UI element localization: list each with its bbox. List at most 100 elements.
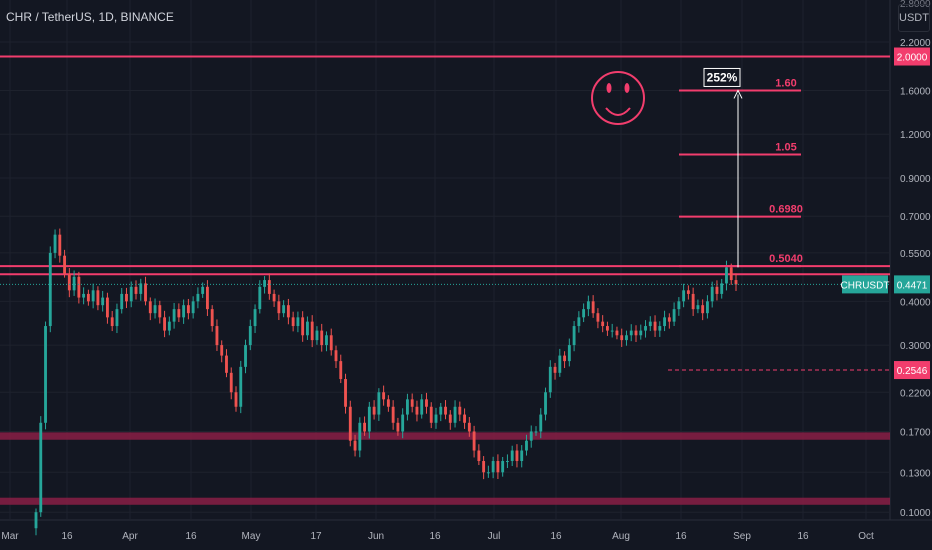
candle-body — [377, 392, 381, 415]
candle-body — [172, 309, 176, 322]
candle-body — [720, 283, 724, 294]
candle-body — [406, 399, 409, 415]
candle-body — [458, 406, 462, 415]
candle-body — [658, 326, 662, 331]
candle-body — [267, 280, 271, 294]
candle-body — [715, 286, 719, 294]
candle-body — [710, 286, 714, 302]
candle-body — [239, 366, 243, 407]
x-tick-label: Sep — [733, 531, 751, 542]
candle-body — [348, 406, 352, 441]
candle-body — [215, 326, 219, 346]
candle-body — [544, 392, 547, 415]
x-tick-label: Jun — [368, 531, 384, 542]
x-tick-label: 16 — [185, 531, 197, 542]
candle-body — [615, 330, 619, 336]
candle-body — [253, 309, 257, 327]
candle-body — [725, 267, 728, 284]
candle-body — [501, 461, 505, 473]
candle-body — [282, 305, 286, 314]
target-label: 1.05 — [775, 142, 796, 154]
candle-body — [53, 234, 57, 253]
candle-body — [682, 290, 686, 302]
candle-body — [310, 321, 314, 341]
candle-body — [286, 305, 290, 318]
candle-body — [677, 301, 681, 310]
candle-body — [463, 414, 466, 423]
chart-title: CHR / TetherUS, 1D, BINANCE — [6, 10, 174, 24]
candle-body — [86, 293, 90, 302]
candle-body — [653, 321, 657, 331]
candle-body — [577, 317, 581, 327]
candle-body — [44, 326, 47, 423]
candle-body — [548, 366, 552, 393]
time-axis-background — [0, 520, 932, 550]
candle-body — [115, 309, 119, 327]
candle-body — [129, 286, 133, 302]
candle-body — [296, 317, 300, 327]
candle-body — [410, 399, 414, 407]
candle-body — [263, 280, 266, 287]
y-tick-label: 1.6000 — [900, 86, 931, 97]
candle-body — [358, 422, 362, 451]
candle-body — [691, 293, 695, 310]
resistance-price-label: 2.0000 — [897, 53, 928, 64]
candle-body — [363, 422, 366, 432]
candle-body — [367, 406, 371, 432]
candle-body — [372, 406, 376, 415]
candle-body — [496, 461, 500, 473]
candle-body — [606, 326, 609, 331]
resistance-price-box — [894, 47, 930, 66]
candle-body — [639, 330, 643, 336]
last-price-label: 0.4471 — [897, 280, 928, 291]
candle-body — [648, 321, 652, 327]
candle-body — [401, 414, 405, 432]
candle-body — [434, 414, 438, 423]
candle-body — [439, 406, 443, 415]
candle-body — [125, 293, 128, 302]
candle-body — [191, 301, 195, 314]
y-tick-label: 0.9000 — [900, 174, 931, 185]
y-tick-label: 1.2000 — [900, 130, 931, 141]
candle-body — [558, 355, 562, 373]
candle-body — [353, 440, 357, 451]
candle-body — [210, 309, 214, 327]
y-tick-label: 0.1000 — [900, 508, 931, 519]
x-tick-label: Mar — [1, 531, 19, 542]
candle-body — [67, 273, 71, 291]
candle-body — [629, 330, 633, 336]
x-tick-label: 16 — [797, 531, 809, 542]
candle-body — [601, 321, 605, 327]
candle-body — [320, 330, 324, 346]
candle-body — [386, 399, 390, 407]
candle-body — [582, 309, 586, 318]
candle-body — [258, 286, 262, 310]
candle-body — [77, 276, 81, 298]
x-tick-label: Jul — [488, 531, 501, 542]
candle-body — [491, 461, 495, 473]
candle-body — [520, 450, 524, 462]
x-tick-label: Apr — [122, 531, 138, 542]
x-tick-label: 16 — [429, 531, 441, 542]
x-tick-label: 16 — [61, 531, 73, 542]
candle-body — [644, 326, 647, 331]
candle-body — [186, 305, 190, 314]
candle-body — [391, 406, 395, 423]
candle-body — [525, 440, 528, 451]
axis-unit-label[interactable]: USDT — [898, 4, 930, 32]
candle-body — [106, 297, 109, 318]
last-price-box — [894, 275, 930, 294]
candle-body — [148, 301, 152, 314]
candle-body — [201, 286, 205, 294]
candle-body — [586, 301, 590, 310]
gain-arrow-head — [733, 89, 743, 99]
support-zone — [0, 497, 890, 505]
smiley-outline — [591, 71, 645, 125]
candle-body — [415, 406, 419, 415]
candle-body — [272, 293, 276, 302]
candle-body — [625, 335, 628, 341]
candle-body — [686, 290, 690, 294]
candle-body — [382, 392, 386, 400]
candle-body — [472, 431, 476, 451]
